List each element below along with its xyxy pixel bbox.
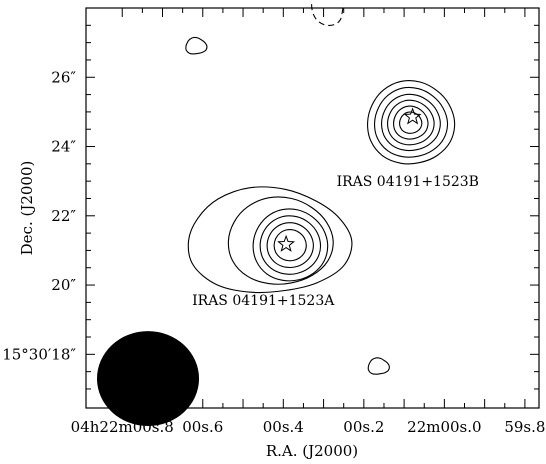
y-tick-label: 15°30′18″ — [2, 345, 76, 363]
source-b-contour — [374, 86, 449, 158]
axis-tick-labels: 04h22m00s.8 00s.6 00s.4 00s.2 22m00s.0 59s.81… — [2, 68, 545, 436]
y-tick-label: 22″ — [51, 207, 76, 225]
source-a-contour — [187, 186, 353, 294]
x-tick-label: 22m00s.0 — [407, 418, 481, 436]
source-label: IRAS 04191+1523B — [337, 174, 479, 190]
source-a-contour — [252, 208, 329, 282]
negative-contour — [311, 4, 345, 26]
source-label: IRAS 04191+1523A — [192, 293, 335, 309]
source-a-contour — [266, 222, 314, 269]
source-b-contour — [367, 80, 456, 165]
y-tick-label: 26″ — [51, 68, 76, 86]
x-tick-label: 00s.2 — [343, 418, 384, 436]
axis-ticks — [86, 7, 539, 408]
annotation-layer: IRAS 04191+1523A IRAS 04191+1523B — [192, 107, 479, 309]
contour-layer — [97, 4, 456, 427]
y-tick-label: 24″ — [51, 138, 76, 156]
x-axis-title: R.A. (J2000) — [266, 442, 358, 460]
source-b-contour — [387, 99, 435, 146]
source-b-contour — [393, 105, 429, 140]
x-tick-label: 00s.6 — [182, 418, 223, 436]
x-tick-label: 00s.4 — [263, 418, 304, 436]
y-tick-label: 20″ — [51, 276, 76, 294]
isolated-contour — [367, 357, 390, 375]
source-a-contour — [227, 196, 334, 285]
source-b-contour — [381, 93, 441, 152]
isolated-contour — [185, 36, 208, 55]
source-a-contour — [259, 215, 322, 275]
y-axis-title: Dec. (J2000) — [18, 161, 36, 256]
beam-ellipse — [97, 331, 200, 427]
source-star-marker — [277, 234, 296, 252]
source-star-marker — [403, 107, 422, 125]
x-tick-label: 59s.8 — [504, 418, 545, 436]
plot-frame — [85, 7, 540, 409]
source-a-contour — [273, 229, 307, 262]
